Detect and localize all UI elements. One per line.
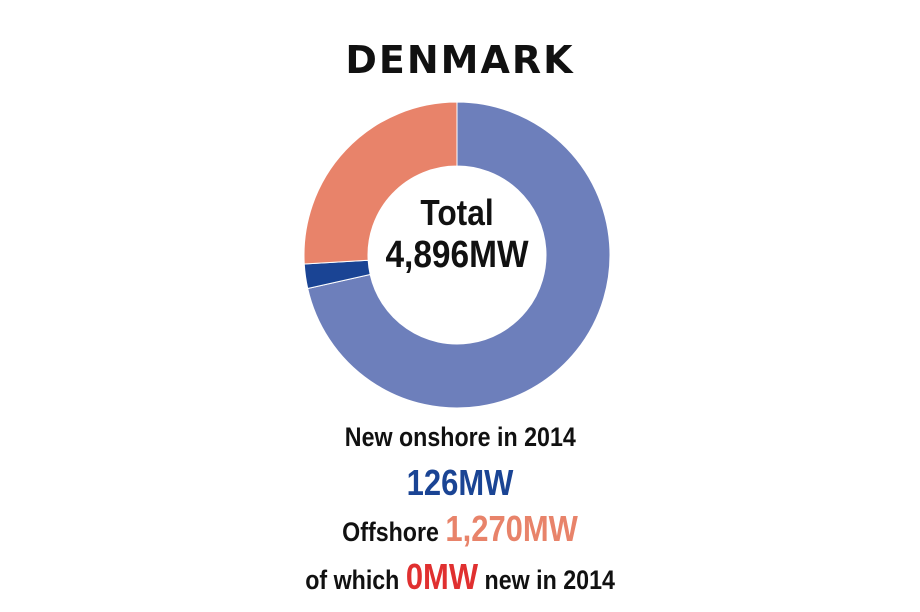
chart-title: DENMARK [345, 38, 575, 82]
offshore-caption: Offshore 1,270MW [0, 508, 920, 553]
new-onshore-label: New onshore in 2014 [344, 422, 576, 452]
offshore-new-caption: of which 0MW new in 2014 [0, 556, 920, 601]
offshore-label: Offshore [342, 517, 439, 547]
donut-slice-2 [303, 101, 458, 265]
new-onshore-value: 126MW [406, 462, 514, 503]
total-value: 4,896MW [385, 234, 529, 276]
donut-chart [303, 101, 611, 409]
offshore-new-suffix: new in 2014 [484, 565, 615, 595]
offshore-new-prefix: of which [305, 565, 400, 595]
total-label: Total [420, 192, 494, 233]
new-onshore-caption: New onshore in 2014 [0, 420, 920, 454]
offshore-new-value: 0MW [405, 556, 479, 597]
new-onshore-value-row: 126MW [0, 462, 920, 504]
donut-slice-0 [307, 101, 611, 409]
donut-center-label: Total 4,896MW [378, 192, 536, 276]
offshore-value: 1,270MW [445, 508, 578, 549]
